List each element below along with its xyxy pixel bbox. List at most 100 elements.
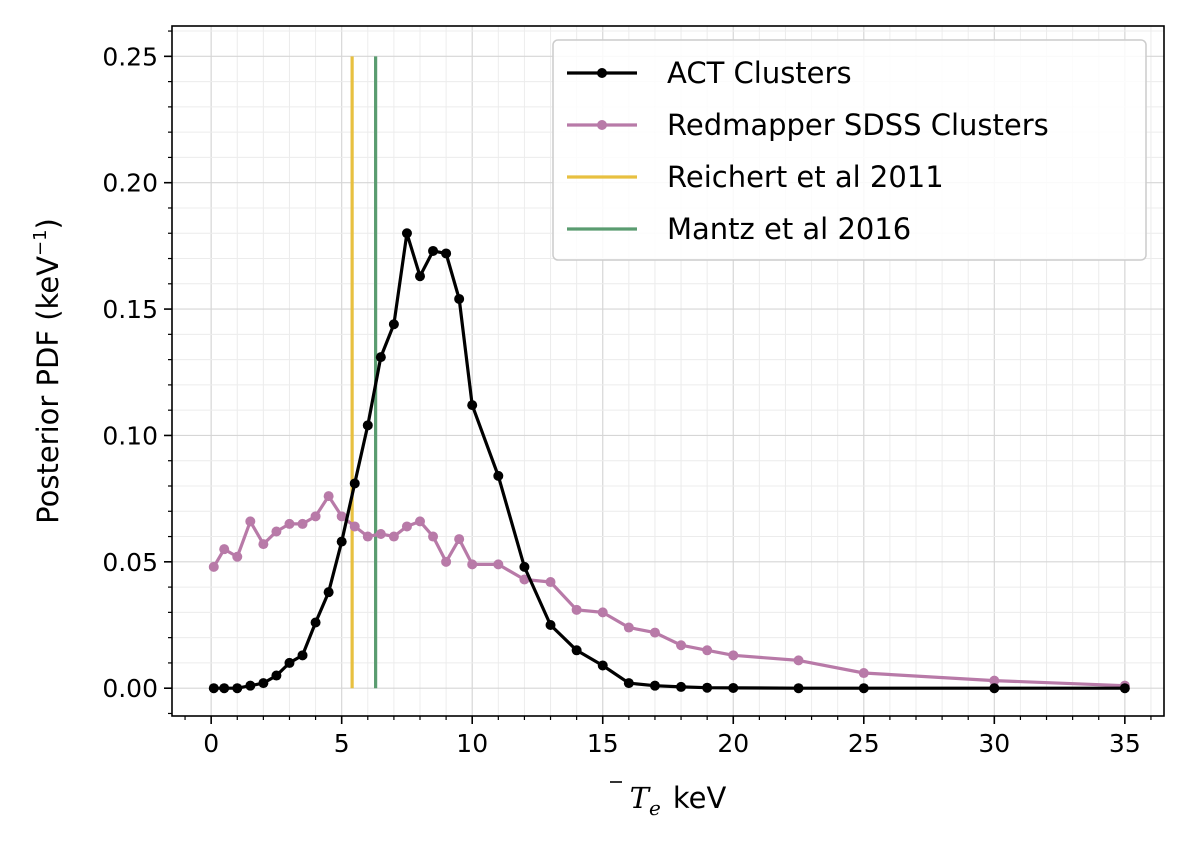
- data-point: [208, 561, 219, 572]
- data-point: [388, 531, 399, 542]
- x-axis-label-symbol: T: [630, 781, 652, 815]
- y-axis-label-close: ): [31, 218, 65, 229]
- data-point: [597, 607, 608, 618]
- data-point: [375, 529, 386, 540]
- axis-ticks: 0 5 10 15 20 25 30 35 0.00 0.05 0.10 0.15 0.20 0.25: [102, 30, 1152, 758]
- data-point: [728, 682, 739, 693]
- data-point: [454, 534, 465, 545]
- data-point: [208, 683, 219, 694]
- data-point: [649, 680, 660, 691]
- data-point: [375, 352, 386, 363]
- legend-swatch-marker: [597, 68, 607, 78]
- y-axis-label-main: Posterior PDF (keV: [31, 256, 65, 524]
- data-point: [571, 604, 582, 615]
- data-point: [362, 420, 373, 431]
- data-point: [467, 559, 478, 570]
- y-tick-label: 0.25: [102, 42, 158, 71]
- data-point: [676, 640, 687, 651]
- data-point: [323, 587, 334, 598]
- data-point: [493, 470, 504, 481]
- data-point: [415, 516, 425, 527]
- data-point: [441, 556, 452, 567]
- y-tick-label: 0.05: [102, 548, 158, 577]
- x-axis-label-subscript: e: [649, 796, 661, 820]
- data-point: [271, 670, 282, 681]
- data-point: [245, 680, 256, 691]
- data-point: [297, 518, 308, 529]
- legend-label: Mantz et al 2016: [667, 212, 911, 246]
- x-tick-label: 25: [848, 729, 880, 758]
- data-point: [232, 683, 243, 694]
- data-point: [310, 511, 321, 522]
- data-point: [1119, 683, 1130, 694]
- legend: ACT Clusters Redmapper SDSS Clusters Reich…: [552, 39, 1147, 261]
- data-point: [428, 531, 439, 542]
- data-point: [428, 245, 439, 256]
- data-point: [258, 539, 269, 550]
- legend-label: ACT Clusters: [667, 56, 852, 90]
- data-point: [284, 657, 295, 668]
- data-point: [323, 491, 334, 502]
- legend-swatch-marker: [597, 120, 607, 130]
- data-point: [310, 617, 321, 628]
- data-point: [545, 577, 556, 588]
- data-point: [258, 678, 269, 689]
- data-point: [676, 681, 687, 692]
- x-axis-label-unit: keV: [673, 781, 727, 815]
- data-point: [793, 683, 804, 694]
- data-point: [388, 319, 399, 330]
- data-point: [467, 400, 478, 411]
- x-tick-label: 0: [203, 729, 219, 758]
- legend-box: [552, 39, 1147, 261]
- data-point: [245, 516, 256, 527]
- plot-series: [208, 56, 1130, 694]
- data-point: [519, 574, 530, 585]
- legend-label: Redmapper SDSS Clusters: [667, 108, 1049, 142]
- x-tick-label: 10: [456, 729, 488, 758]
- data-point: [493, 559, 504, 570]
- data-point: [623, 678, 634, 689]
- y-tick-label: 0.10: [102, 421, 158, 450]
- data-point: [649, 627, 660, 638]
- data-point: [702, 682, 713, 693]
- data-point: [702, 645, 713, 656]
- data-point: [858, 668, 869, 679]
- data-point: [454, 293, 465, 304]
- y-tick-label: 0.20: [102, 169, 158, 198]
- x-axis-label: Te keV: [630, 781, 727, 820]
- data-point: [219, 683, 230, 694]
- data-point: [519, 561, 530, 572]
- data-point: [989, 675, 1000, 686]
- x-tick-label: 35: [1109, 729, 1141, 758]
- data-point: [545, 620, 556, 631]
- data-point: [597, 660, 608, 671]
- data-point: [441, 248, 452, 259]
- y-tick-label: 0.00: [102, 674, 158, 703]
- data-point: [297, 650, 308, 661]
- data-point: [858, 683, 869, 694]
- grid-lines: [172, 26, 1164, 716]
- data-point: [284, 518, 295, 529]
- data-point: [793, 655, 804, 666]
- data-point: [401, 521, 412, 532]
- data-point: [728, 650, 739, 661]
- plot-frame: [171, 25, 1165, 717]
- x-tick-label: 30: [978, 729, 1010, 758]
- x-tick-label: 20: [717, 729, 749, 758]
- x-tick-label: 5: [334, 729, 350, 758]
- y-tick-label: 0.15: [102, 295, 158, 324]
- data-point: [571, 645, 582, 656]
- data-point: [349, 478, 360, 489]
- data-point: [415, 271, 425, 282]
- data-point: [989, 683, 1000, 694]
- data-point: [219, 544, 230, 555]
- data-point: [623, 622, 634, 633]
- y-axis-label-exponent: −1: [30, 229, 51, 256]
- data-point: [336, 536, 347, 547]
- x-tick-label: 15: [587, 729, 619, 758]
- data-point: [232, 551, 243, 562]
- legend-label: Reichert et al 2011: [667, 160, 944, 194]
- data-point: [336, 511, 347, 522]
